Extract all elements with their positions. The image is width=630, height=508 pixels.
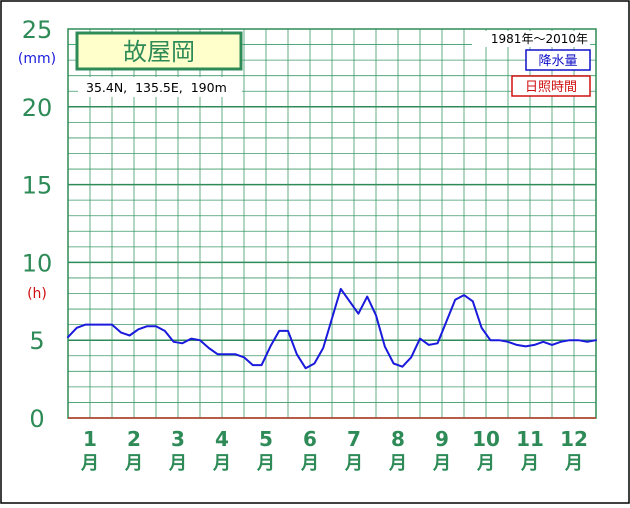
y-tick-label: 5	[29, 327, 44, 355]
month-number-label: 3	[171, 427, 185, 451]
precipitation-series-line	[67, 287, 597, 370]
month-suffix-label: 月	[168, 453, 187, 474]
month-suffix-label: 月	[80, 453, 99, 474]
title-box	[75, 31, 243, 71]
precip-unit-label: (mm)	[18, 51, 56, 67]
month-suffix-label: 月	[388, 453, 407, 474]
period-label-bg	[472, 31, 590, 47]
legend-precip-label: 降水量	[538, 54, 577, 69]
legend-precip-box	[525, 49, 591, 71]
month-suffix-label: 月	[344, 453, 363, 474]
month-number-label: 1	[83, 427, 97, 451]
month-number-label: 11	[516, 427, 544, 451]
month-number-label: 4	[215, 427, 229, 451]
month-suffix-label: 月	[564, 453, 583, 474]
month-suffix-label: 月	[432, 453, 451, 474]
month-number-label: 8	[391, 427, 405, 451]
month-number-label: 2	[127, 427, 141, 451]
y-tick-label: 0	[29, 405, 44, 433]
month-number-label: 10	[472, 427, 500, 451]
y-tick-label: 20	[22, 94, 53, 122]
location-label: 35.4N, 135.5E, 190m	[86, 80, 227, 95]
month-number-label: 5	[259, 427, 273, 451]
y-tick-label: 10	[22, 249, 53, 277]
month-suffix-label: 月	[300, 453, 319, 474]
legend-sunshine-box	[511, 75, 591, 97]
month-suffix-label: 月	[212, 453, 231, 474]
period-label: 1981年〜2010年	[491, 32, 588, 46]
month-number-label: 6	[303, 427, 317, 451]
month-suffix-label: 月	[476, 453, 495, 474]
month-number-label: 12	[560, 427, 588, 451]
location-label-bg	[78, 77, 242, 97]
y-tick-label: 25	[22, 16, 53, 44]
y-tick-labels: 0 5 10 15 20 25	[22, 16, 53, 433]
month-suffix-label: 月	[520, 453, 539, 474]
chart-title: 故屋岡	[123, 38, 195, 66]
month-number-label: 7	[347, 427, 361, 451]
y-tick-label: 15	[22, 172, 53, 200]
sunshine-unit-label: (h)	[27, 286, 47, 302]
legend-sunshine-label: 日照時間	[525, 80, 577, 95]
month-number-label: 9	[435, 427, 449, 451]
month-suffix-label: 月	[256, 453, 275, 474]
month-suffix-label: 月	[124, 453, 143, 474]
